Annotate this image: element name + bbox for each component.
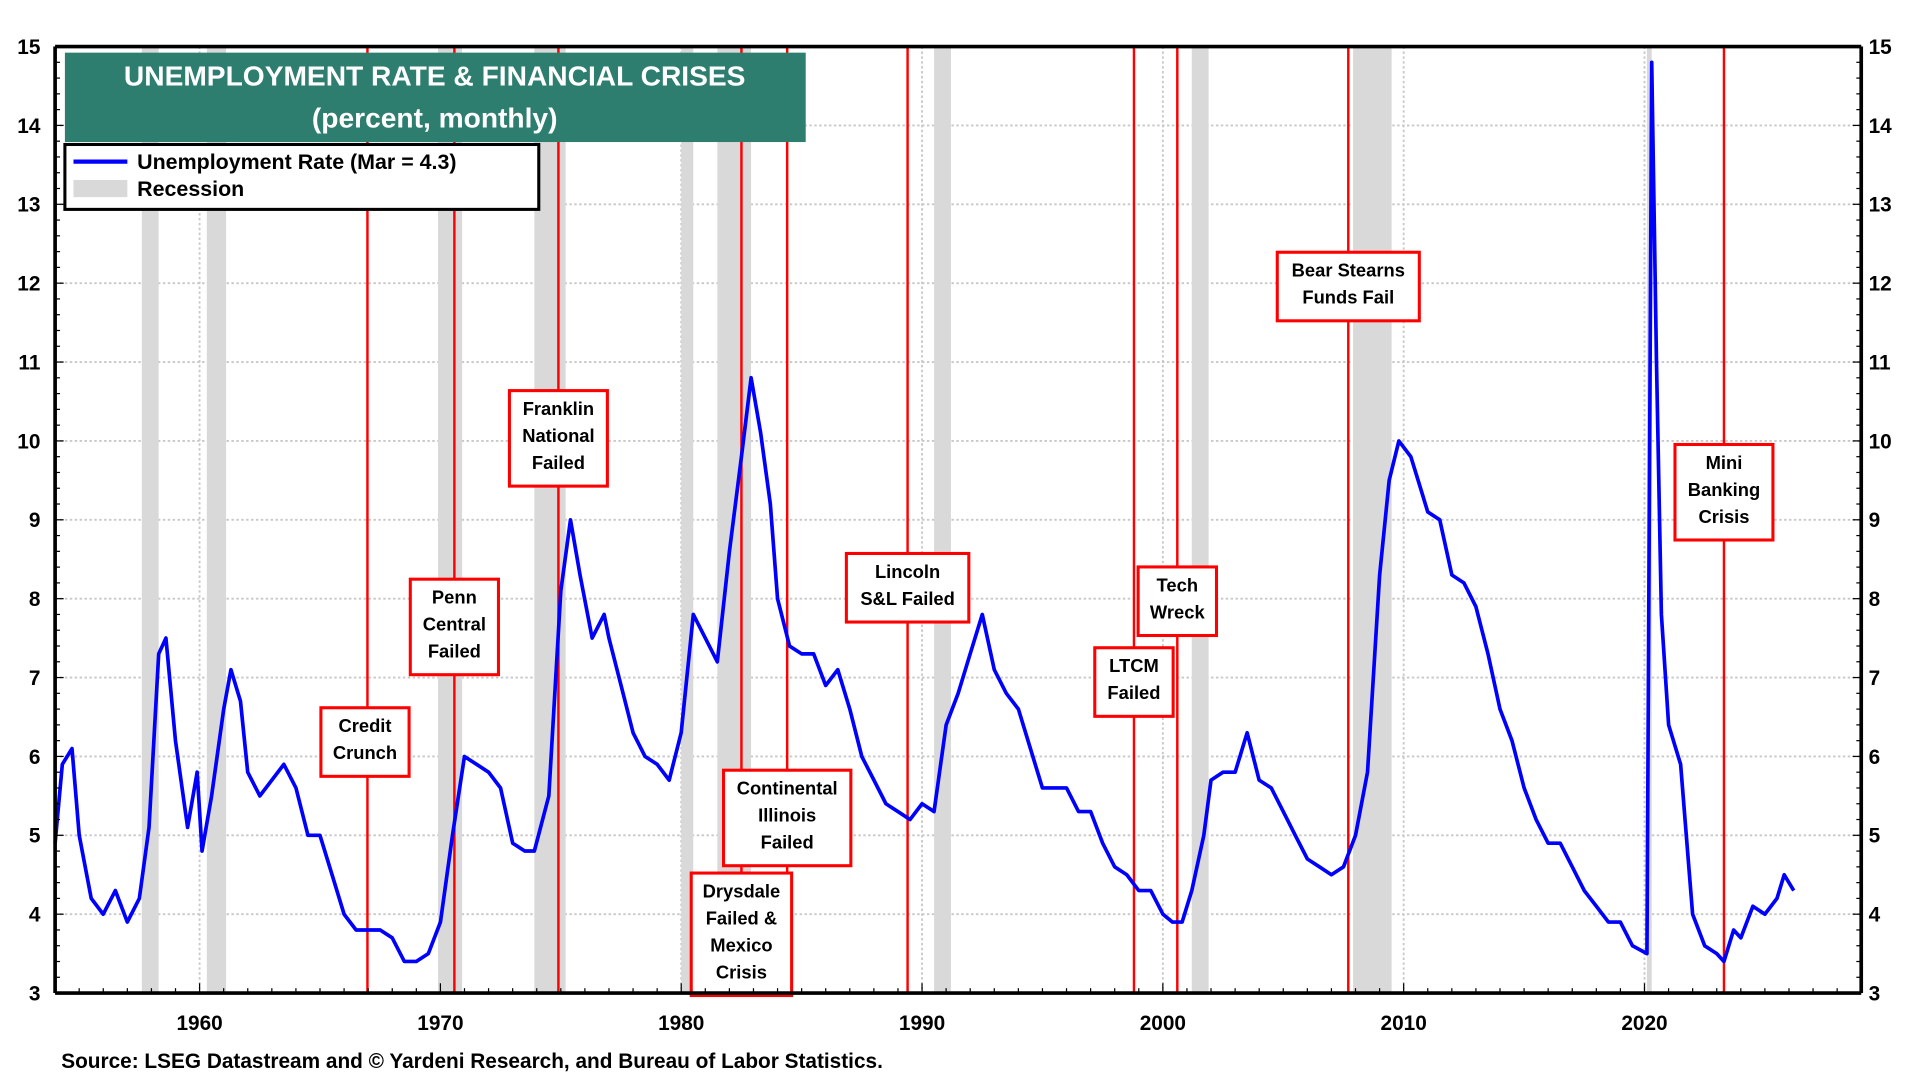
x-tick-label: 2000 [1140, 1012, 1186, 1035]
y-tick-label-left: 8 [29, 588, 41, 611]
crisis-label-box [1673, 442, 1775, 542]
crisis-label-text: Penn [432, 587, 477, 608]
crisis-label-text: Banking [1688, 479, 1760, 500]
y-tick-label-right: 8 [1869, 588, 1881, 611]
y-tick-label-right: 14 [1869, 115, 1893, 138]
crisis-label-box [1093, 646, 1175, 718]
crisis-label-box [1275, 250, 1421, 323]
y-tick-label-left: 7 [29, 667, 41, 690]
x-tick-label: 2020 [1621, 1012, 1667, 1035]
y-tick-label-right: 13 [1869, 194, 1892, 217]
crisis-label-box [507, 389, 609, 488]
y-tick-label-left: 15 [17, 36, 40, 59]
crisis-label-box [1136, 565, 1219, 638]
legend-swatch-recession [73, 180, 128, 198]
crisis-label-text: National [522, 425, 594, 446]
x-tick-label: 1970 [417, 1012, 463, 1035]
chart-subtitle: (percent, monthly) [312, 102, 558, 133]
recession-band [681, 46, 694, 994]
crisis-label-text: Mini [1706, 452, 1743, 473]
crisis-label-text: Crunch [333, 742, 397, 763]
y-tick-label-left: 6 [29, 746, 41, 769]
crisis-label-box [689, 871, 794, 998]
legend-box [63, 142, 541, 211]
y-tick-label-left: 5 [29, 825, 41, 848]
recession-band [934, 46, 951, 994]
crisis-labels: Credit Crunch Penn Central Failed Franklin Nat… [319, 250, 1775, 998]
crisis-label-text: Failed [1107, 682, 1160, 703]
crisis-label-text: Drysdale [703, 881, 781, 902]
crisis-label-text: Failed [532, 452, 585, 473]
legend: Unemployment Rate (Mar = 4.3) Recession [63, 142, 541, 211]
y-tick-label-right: 11 [1869, 351, 1891, 374]
legend-label-recession: Recession [137, 177, 244, 201]
crisis-label-text: Lincoln [875, 561, 940, 582]
chart-title: UNEMPLOYMENT RATE & FINANCIAL CRISES [124, 61, 746, 92]
crisis-label-text: Mexico [710, 934, 772, 955]
x-tick-label: 1990 [899, 1012, 945, 1035]
series-line [53, 60, 1796, 964]
x-tick-label: 2010 [1381, 1012, 1427, 1035]
axes: 3 3 4 4 5 5 6 6 7 7 8 8 9 9 10 10 11 11 12 12 13 13 14 14 15 15 19… [17, 36, 1892, 1035]
y-tick-label-right: 5 [1869, 825, 1881, 848]
x-tick-label: 1960 [176, 1012, 222, 1035]
y-tick-label-right: 3 [1869, 982, 1881, 1005]
recession-band [206, 46, 227, 994]
y-tick-label-left: 11 [18, 351, 40, 374]
y-tick-label-right: 6 [1869, 746, 1881, 769]
y-tick-label-right: 15 [1869, 36, 1892, 59]
crisis-label-text: Franklin [523, 398, 594, 419]
y-tick-label-right: 7 [1869, 667, 1881, 690]
crisis-label-text: Crisis [1698, 506, 1749, 527]
crisis-label-text: Tech [1157, 574, 1199, 595]
source-note: Source: LSEG Datastream and © Yardeni Re… [61, 1050, 883, 1073]
crisis-label-text: Central [423, 614, 486, 635]
chart-title-box: UNEMPLOYMENT RATE & FINANCIAL CRISES (pe… [64, 52, 806, 143]
y-tick-label-left: 14 [17, 115, 41, 138]
crisis-label-box [408, 577, 500, 677]
crisis-label-text: Failed & [706, 907, 777, 928]
y-tick-label-right: 4 [1869, 904, 1881, 927]
legend-label-unemployment: Unemployment Rate (Mar = 4.3) [137, 150, 456, 174]
y-tick-label-right: 12 [1869, 273, 1892, 296]
crisis-label-text: LTCM [1109, 655, 1159, 676]
crisis-label-text: Failed [761, 832, 814, 853]
crisis-label-text: Illinois [758, 805, 816, 826]
crisis-label-text: S&L Failed [860, 588, 955, 609]
y-tick-label-right: 9 [1869, 509, 1881, 532]
y-tick-label-left: 4 [29, 904, 41, 927]
y-tick-label-left: 3 [29, 982, 41, 1005]
crisis-label-box [844, 551, 971, 624]
crisis-label-text: Crisis [716, 961, 767, 982]
y-tick-label-left: 12 [17, 273, 40, 296]
crisis-label-text: Bear Stearns [1292, 260, 1405, 281]
x-tick-label: 1980 [658, 1012, 704, 1035]
y-tick-label-left: 9 [29, 509, 41, 532]
crisis-label-text: Failed [428, 641, 481, 662]
y-tick-label-right: 10 [1869, 430, 1892, 453]
recession-band [1191, 46, 1209, 994]
crisis-label-box [319, 706, 411, 778]
title-background [64, 52, 806, 143]
y-tick-label-left: 10 [17, 430, 40, 453]
crisis-label-text: Wreck [1150, 601, 1206, 622]
y-tick-label-left: 13 [17, 194, 40, 217]
crisis-label-box [721, 768, 853, 868]
crisis-label-text: Funds Fail [1302, 287, 1394, 308]
crisis-label-text: Credit [338, 715, 391, 736]
crisis-label-text: Continental [737, 778, 838, 799]
